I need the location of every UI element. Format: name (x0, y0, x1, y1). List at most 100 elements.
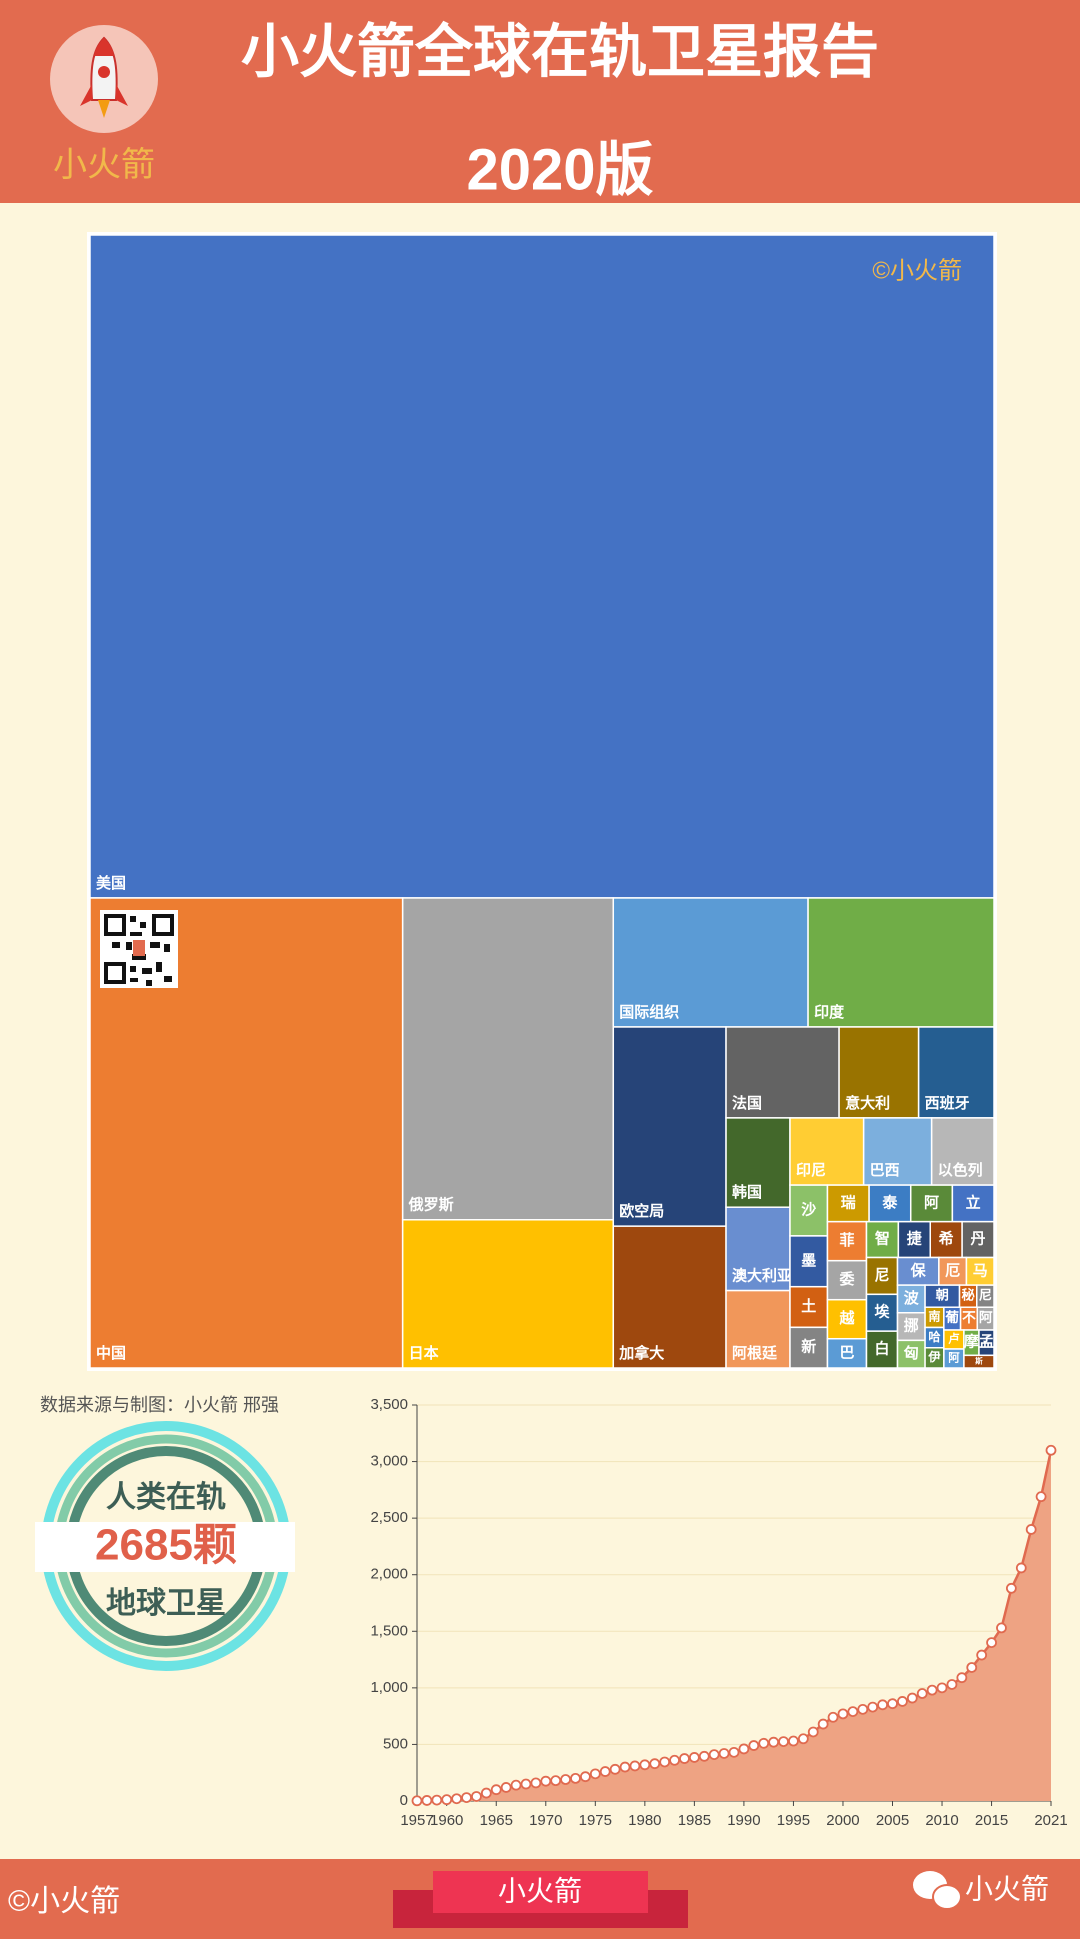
treemap-label: 新 (801, 1338, 816, 1356)
footer-left: ©小火箭 (8, 1885, 120, 1918)
point (728, 1746, 740, 1758)
point (748, 1740, 760, 1751)
point (471, 1791, 482, 1802)
point (530, 1777, 542, 1789)
point (867, 1701, 879, 1713)
treemap-label: 国际组织 (619, 1003, 679, 1021)
point (718, 1748, 730, 1759)
point (857, 1703, 869, 1715)
point (441, 1794, 453, 1806)
x-tick-label: 1957 (400, 1812, 433, 1829)
treemap-label: 波 (904, 1289, 920, 1307)
treemap-label: 韩国 (732, 1183, 762, 1201)
point (550, 1775, 562, 1787)
treemap-label: 澳大利亚 (732, 1267, 792, 1285)
badge (35, 1421, 295, 1671)
x-tick-label: 1975 (579, 1812, 612, 1829)
treemap-label: 意大利 (845, 1094, 890, 1112)
ribbon-front (433, 1871, 648, 1913)
treemap-cell (826, 1259, 868, 1301)
treemap-label: 白 (874, 1340, 889, 1358)
treemap-cell (838, 1026, 920, 1119)
treemap-cell (612, 1225, 727, 1369)
qr-code (100, 910, 178, 988)
treemap-label: 挪 (904, 1317, 919, 1335)
treemap-label: 捷 (907, 1230, 923, 1248)
treemap-label: 瑞 (841, 1193, 856, 1211)
treemap-cell (965, 1256, 995, 1286)
point (698, 1750, 710, 1762)
x-tick-label: 2021 (1034, 1812, 1067, 1829)
watermark: ©小火箭 (872, 257, 962, 284)
treemap-label: 加拿大 (618, 1344, 664, 1362)
point (589, 1768, 601, 1780)
point (560, 1774, 571, 1785)
treemap-cell (612, 1026, 727, 1227)
treemap-label: 沙 (801, 1201, 816, 1218)
y-tick-label: 0 (400, 1792, 408, 1809)
title: 小火箭全球在轨卫星报告 (241, 19, 879, 84)
treemap-label: 委 (839, 1270, 854, 1288)
point (986, 1637, 997, 1648)
point (421, 1795, 433, 1806)
point (976, 1649, 988, 1661)
treemap-cell (401, 897, 615, 1221)
badge-count: 2685颗 (95, 1521, 237, 1570)
point (688, 1752, 700, 1763)
point (797, 1733, 809, 1745)
point (837, 1708, 849, 1720)
treemap-cell (930, 1117, 995, 1186)
treemap-label: 日本 (409, 1344, 439, 1362)
treemap-label: 葡 (944, 1309, 959, 1325)
x-tick-label: 1960 (430, 1812, 463, 1829)
treemap-label: 秘 (962, 1287, 976, 1303)
treemap-label: 欧空局 (619, 1202, 664, 1220)
point (926, 1684, 938, 1696)
point (629, 1760, 641, 1772)
treemap-label: 摩 (964, 1333, 980, 1351)
point (431, 1794, 443, 1806)
treemap-label: 阿 (924, 1194, 939, 1211)
treemap-cell (789, 1184, 829, 1237)
point (738, 1743, 750, 1755)
y-tick-label: 3,500 (370, 1396, 408, 1413)
point (897, 1696, 908, 1707)
treemap-label: 中国 (96, 1344, 126, 1362)
treemap-label: 厄 (945, 1262, 960, 1279)
point (966, 1662, 978, 1673)
point (847, 1706, 859, 1718)
badge-top: 人类在轨 (106, 1481, 226, 1514)
x-tick-label: 2010 (925, 1812, 958, 1829)
treemap-label: 印尼 (796, 1161, 826, 1179)
treemap-label: 南 (928, 1309, 940, 1324)
treemap-cell (951, 1184, 995, 1223)
treemap-label: 立 (966, 1193, 981, 1211)
footer-right: 小火箭 (965, 1873, 1049, 1904)
x-tick-label: 1980 (628, 1812, 661, 1829)
point (669, 1754, 680, 1766)
treemap-label: 阿 (979, 1310, 993, 1325)
point (609, 1763, 621, 1775)
treemap-cell (89, 234, 995, 899)
point (540, 1775, 552, 1787)
point (956, 1672, 968, 1684)
treemap-label: 阿根廷 (732, 1344, 778, 1362)
point (599, 1766, 611, 1777)
point (996, 1622, 1007, 1634)
treemap-cell (896, 1256, 940, 1286)
treemap-label: 尼 (979, 1288, 992, 1303)
point (807, 1726, 819, 1738)
point (619, 1761, 631, 1773)
rocket-icon (80, 36, 128, 118)
point (1035, 1491, 1047, 1503)
treemap-cell (865, 1256, 899, 1296)
point (906, 1692, 918, 1704)
treemap-label: 伊 (927, 1349, 940, 1364)
treemap-label: 智 (875, 1230, 890, 1248)
y-tick-label: 2,000 (370, 1566, 408, 1583)
treemap-label: 越 (838, 1309, 855, 1327)
x-tick-label: 2005 (876, 1812, 909, 1829)
treemap-cell (897, 1220, 931, 1259)
treemap-label: 美国 (96, 874, 126, 892)
